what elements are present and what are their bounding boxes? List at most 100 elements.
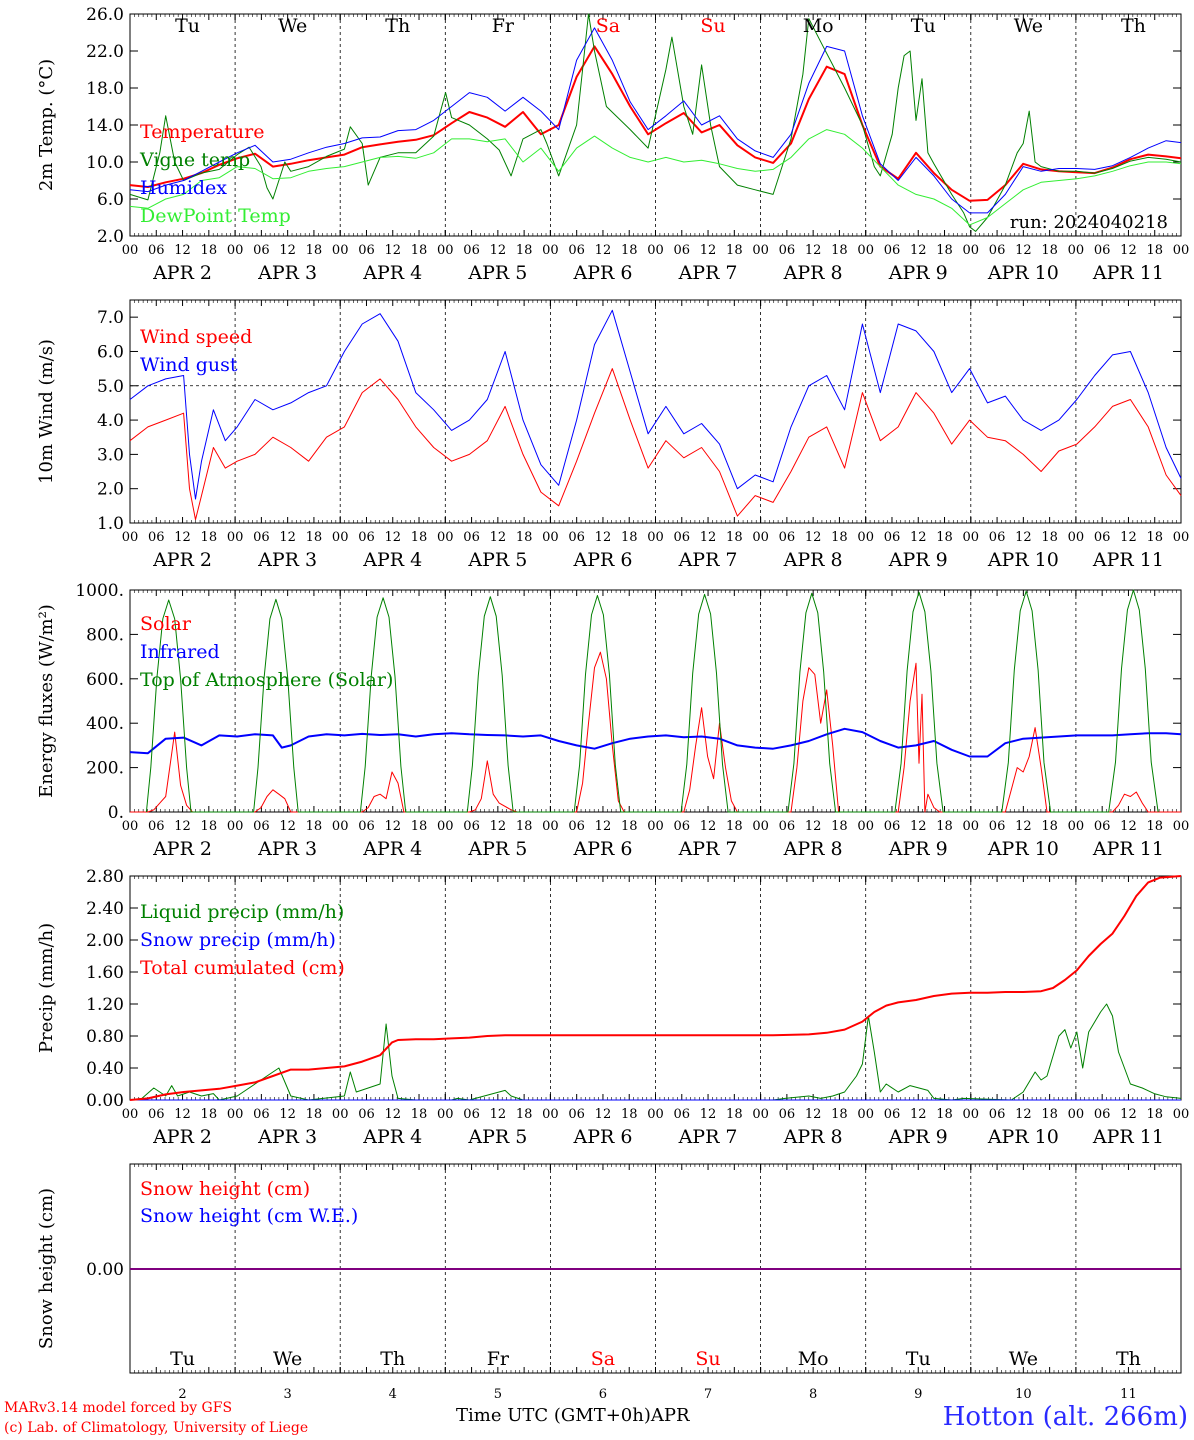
y-tick-label: 0.00 xyxy=(86,1260,124,1280)
hour-tick-label: 12 xyxy=(700,243,717,258)
hour-tick-label: 18 xyxy=(621,1107,638,1122)
credit-line-model: MARv3.14 model forced by GFS xyxy=(4,1400,233,1416)
hour-tick-label: 18 xyxy=(831,243,848,258)
hour-tick-label: 00 xyxy=(542,243,559,258)
day-number: 2 xyxy=(178,1387,186,1402)
hour-tick-label: 00 xyxy=(857,243,874,258)
y-tick-label: 200. xyxy=(86,759,124,779)
series-line-vigne-temp xyxy=(129,13,1182,232)
hour-tick-label: 18 xyxy=(201,1107,218,1122)
hour-tick-label: 06 xyxy=(568,1107,585,1122)
hour-tick-label: 18 xyxy=(306,530,323,545)
hour-tick-label: 12 xyxy=(910,243,927,258)
hour-tick-label: 00 xyxy=(542,819,559,834)
hour-tick-label: 06 xyxy=(358,819,375,834)
precip-panel: 00 06 12 18 APR 2 00 06 12 18 APR 3 00 06 12 18 APR 4 0… xyxy=(36,867,1189,1148)
legend-entry: Infrared xyxy=(140,641,220,663)
day-number: 11 xyxy=(1120,1387,1137,1402)
hour-tick-label: 00 xyxy=(542,1107,559,1122)
hour-tick-label: 12 xyxy=(384,243,401,258)
hour-tick-label: 18 xyxy=(1146,1107,1163,1122)
hour-tick-label: 12 xyxy=(279,243,296,258)
legend-entry: Snow height (cm) xyxy=(140,1178,310,1200)
hour-tick-label: 00 xyxy=(227,530,244,545)
legend-entry: Temperature xyxy=(140,121,264,143)
weekday-label: Tu xyxy=(170,1348,195,1370)
hour-tick-label: 18 xyxy=(306,243,323,258)
hour-tick-label: 06 xyxy=(884,819,901,834)
hour-tick-label: 18 xyxy=(1041,1107,1058,1122)
hour-tick-label: 06 xyxy=(674,819,691,834)
hour-tick-label: 18 xyxy=(831,530,848,545)
hour-tick-label: 12 xyxy=(384,530,401,545)
date-label: APR 5 xyxy=(467,838,527,860)
hour-tick-label: 00 xyxy=(1173,819,1190,834)
hour-tick-label: 06 xyxy=(1094,1107,1111,1122)
hour-tick-label: 18 xyxy=(201,819,218,834)
date-label: APR 6 xyxy=(572,262,632,284)
hour-tick-label: 06 xyxy=(148,819,165,834)
hour-tick-label: 06 xyxy=(463,1107,480,1122)
date-label: APR 3 xyxy=(257,838,317,860)
series-line-top-of-atmosphere-solar- xyxy=(145,589,1159,813)
date-label: APR 6 xyxy=(572,549,632,571)
hour-tick-label: 00 xyxy=(647,1107,664,1122)
date-label: APR 11 xyxy=(1092,549,1164,571)
hour-tick-label: 12 xyxy=(805,819,822,834)
hour-tick-label: 06 xyxy=(568,243,585,258)
date-label: APR 3 xyxy=(257,262,317,284)
weekday-label: Tu xyxy=(911,15,936,37)
hour-tick-label: 12 xyxy=(805,530,822,545)
y-tick-label: 0. xyxy=(108,803,124,823)
hour-tick-label: 12 xyxy=(490,819,507,834)
date-label: APR 10 xyxy=(987,549,1059,571)
weekday-label: Th xyxy=(380,1348,405,1370)
y-tick-label: 0.00 xyxy=(86,1091,124,1111)
series-line-humidex xyxy=(129,27,1182,214)
date-label: APR 9 xyxy=(888,1126,948,1148)
y-tick-label: 600. xyxy=(86,670,124,690)
hour-tick-label: 06 xyxy=(253,819,270,834)
hour-tick-label: 12 xyxy=(1120,243,1137,258)
hour-tick-label: 06 xyxy=(674,243,691,258)
hour-tick-label: 18 xyxy=(621,819,638,834)
date-label: APR 10 xyxy=(987,262,1059,284)
hour-tick-label: 06 xyxy=(463,819,480,834)
y-tick-label: 5.0 xyxy=(97,377,124,397)
hour-tick-label: 12 xyxy=(595,530,612,545)
hour-tick-label: 00 xyxy=(647,819,664,834)
hour-tick-label: 00 xyxy=(1068,1107,1085,1122)
legend-entry: Solar xyxy=(140,613,192,635)
y-tick-label: 3.0 xyxy=(97,445,124,465)
hour-tick-label: 06 xyxy=(989,1107,1006,1122)
hour-tick-label: 06 xyxy=(358,1107,375,1122)
hour-tick-label: 18 xyxy=(1041,243,1058,258)
date-label: APR 9 xyxy=(888,262,948,284)
hour-tick-label: 18 xyxy=(516,530,533,545)
date-label: APR 7 xyxy=(678,262,738,284)
temperature-panel: 00 06 12 18 APR 2 00 06 12 18 APR 3 00 06 12 18 APR 4 0… xyxy=(36,5,1189,284)
date-label: APR 7 xyxy=(678,838,738,860)
date-label: APR 11 xyxy=(1092,838,1164,860)
date-label: APR 3 xyxy=(257,549,317,571)
weekday-label: Su xyxy=(700,15,725,37)
hour-tick-label: 00 xyxy=(227,243,244,258)
date-label: APR 4 xyxy=(362,1126,422,1148)
hour-tick-label: 18 xyxy=(1041,819,1058,834)
hour-tick-label: 18 xyxy=(936,243,953,258)
hour-tick-label: 12 xyxy=(1015,530,1032,545)
legend-entry: DewPoint Temp xyxy=(140,205,291,227)
credit-line-lab: (c) Lab. of Climatology, University of L… xyxy=(4,1420,309,1436)
hour-tick-label: 18 xyxy=(411,243,428,258)
weekday-label: Fr xyxy=(492,15,515,37)
date-label: APR 11 xyxy=(1092,262,1164,284)
hour-tick-label: 06 xyxy=(148,1107,165,1122)
series-line-wind-speed xyxy=(129,368,1182,521)
x-axis-month: APR xyxy=(650,1405,690,1426)
series-line-total-cumulated-cm- xyxy=(129,875,1182,1101)
y-tick-label: 4.0 xyxy=(97,411,124,431)
date-label: APR 8 xyxy=(783,838,843,860)
hour-tick-label: 00 xyxy=(332,530,349,545)
y-tick-label: 2.00 xyxy=(86,931,124,951)
hour-tick-label: 00 xyxy=(437,819,454,834)
